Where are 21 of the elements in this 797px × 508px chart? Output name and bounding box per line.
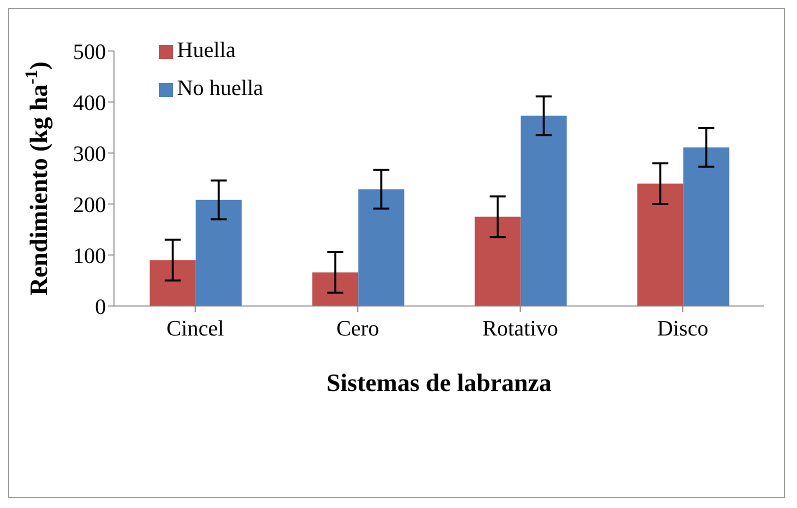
bar <box>150 260 196 306</box>
bar <box>474 216 521 306</box>
legend-label: Huella <box>177 37 236 62</box>
x-axis-title: Sistemas de labranza <box>326 370 552 397</box>
bar <box>683 147 730 306</box>
legend-label: No huella <box>177 75 264 100</box>
x-tick-label: Rotativo <box>482 316 558 341</box>
bar <box>312 272 358 306</box>
x-tick-label: Cincel <box>166 316 224 341</box>
x-tick-label: Disco <box>657 316 708 341</box>
y-tick-label: 100 <box>73 242 106 268</box>
bar <box>520 116 567 306</box>
y-tick-label: 300 <box>73 140 106 166</box>
y-tick-label: 500 <box>73 38 106 64</box>
y-tick-label: 200 <box>73 192 106 217</box>
bar <box>637 184 684 306</box>
y-tick-label: 400 <box>73 90 106 115</box>
x-tick-label: Cero <box>336 316 380 341</box>
y-tick-label: 0 <box>95 294 106 319</box>
bar <box>358 189 404 306</box>
bar <box>196 200 242 306</box>
